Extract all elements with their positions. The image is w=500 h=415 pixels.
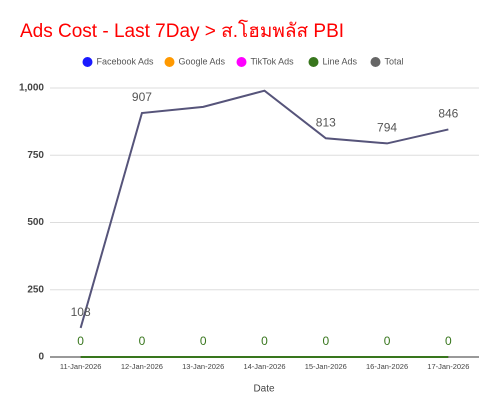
data-label: 0 (139, 334, 146, 348)
x-tick-label: 11-Jan-2026 (60, 362, 102, 371)
series-line (79, 89, 449, 329)
data-label: 0 (384, 334, 391, 348)
x-tick-label: 15-Jan-2026 (305, 362, 347, 371)
data-label: 907 (132, 90, 152, 104)
legend-marker (370, 57, 381, 67)
x-tick-label: 12-Jan-2026 (121, 362, 163, 371)
data-label: 0 (261, 334, 268, 348)
data-label: 813 (316, 115, 336, 129)
y-tick-label: 1,000 (19, 83, 44, 94)
data-label: 0 (200, 334, 207, 348)
y-tick-label: 0 (38, 352, 44, 363)
legend-marker (164, 57, 175, 67)
legend-label: Total (385, 56, 404, 66)
chart-title: Ads Cost - Last 7Day > ส.โฮมพลัส PBI (20, 19, 344, 42)
data-label: 0 (445, 334, 452, 348)
data-label: 846 (438, 107, 458, 121)
data-label: 108 (71, 305, 91, 319)
y-tick-label: 750 (27, 150, 44, 161)
y-tick-label: 500 (27, 217, 44, 228)
x-tick-label: 16-Jan-2026 (366, 362, 408, 371)
legend-label: Line Ads (323, 56, 358, 66)
y-tick-label: 250 (27, 284, 44, 295)
legend-marker (236, 57, 247, 67)
legend-marker (308, 57, 319, 67)
x-tick-label: 13-Jan-2026 (182, 362, 224, 371)
x-tick-label: 14-Jan-2026 (243, 362, 285, 371)
x-tick-label: 17-Jan-2026 (427, 362, 469, 371)
legend-marker (82, 57, 93, 67)
legend-label: Facebook Ads (97, 56, 155, 66)
data-label: 0 (322, 334, 329, 348)
data-label: 0 (77, 334, 84, 348)
legend-label: TikTok Ads (251, 56, 295, 66)
x-axis-title: Date (253, 384, 275, 395)
legend-label: Google Ads (179, 56, 226, 66)
data-label: 794 (377, 121, 397, 135)
